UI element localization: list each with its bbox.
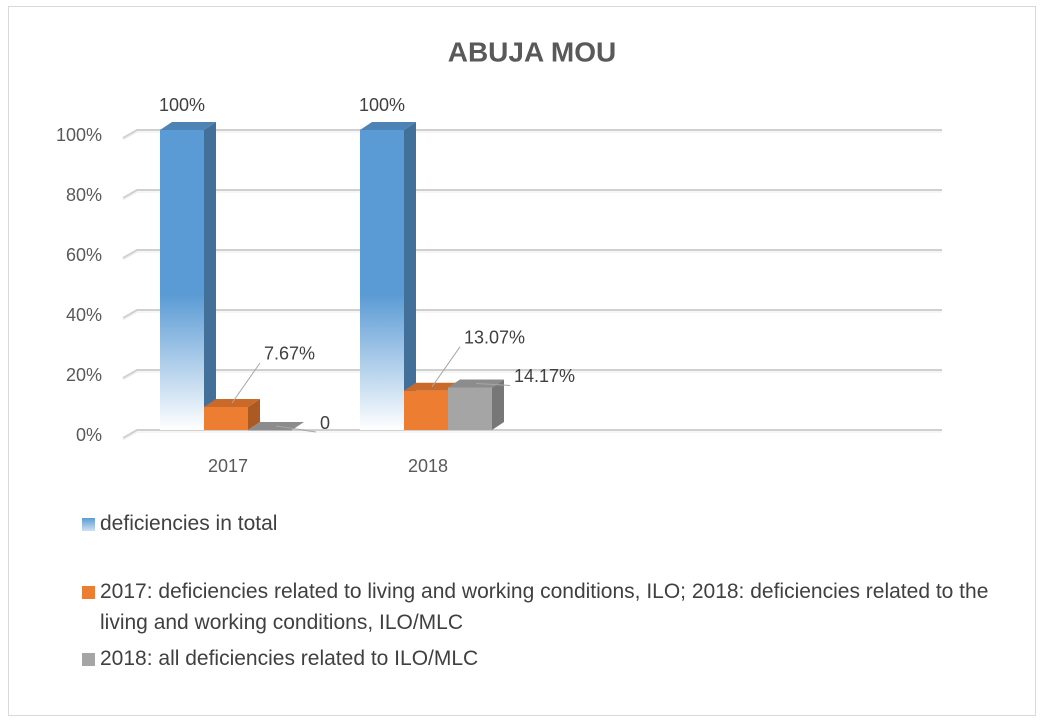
- leader-line: [475, 382, 511, 386]
- bar: [204, 398, 260, 430]
- data-label: 100%: [159, 95, 205, 115]
- legend-item: 2018: all deficiencies related to ILO/ML…: [82, 643, 1010, 674]
- bar-side: [492, 379, 504, 430]
- chart-title: ABUJA MOU: [448, 36, 617, 67]
- grid-line: [122, 129, 942, 141]
- grid-line-shape: [122, 189, 942, 199]
- data-label: 14.17%: [514, 366, 575, 386]
- grid-line-shadow: [122, 251, 942, 261]
- grid-line-shape: [122, 249, 942, 259]
- data-label: 0: [320, 413, 330, 433]
- grid-line-shadow: [122, 131, 942, 141]
- legend-item: 2017: deficiencies related to living and…: [82, 576, 1010, 638]
- bar: [160, 122, 216, 430]
- y-tick-label: 0%: [76, 425, 102, 445]
- grid-line: [122, 369, 942, 381]
- legend-item: deficiencies in total: [82, 508, 1010, 539]
- grid-line: [122, 309, 942, 321]
- data-label: 100%: [359, 95, 405, 115]
- grid-line-shape: [122, 309, 942, 319]
- legend-key: [82, 518, 95, 531]
- leader-line: [231, 362, 261, 404]
- bar-side: [204, 122, 216, 430]
- bar-top: [360, 122, 416, 130]
- chart-frame: [8, 6, 1036, 716]
- grid-line: [122, 249, 942, 261]
- data-label: 13.07%: [464, 328, 525, 348]
- grid-line-shadow: [122, 191, 942, 201]
- bar-top: [160, 122, 216, 130]
- grid-line-shape: [122, 429, 942, 439]
- bar-front: [248, 430, 292, 431]
- data-label: 7.67%: [264, 344, 315, 364]
- y-tick-label: 20%: [66, 365, 102, 385]
- bar: [360, 122, 416, 430]
- legend-label: 2017: deficiencies related to living and…: [100, 580, 989, 634]
- legend-label: 2018: all deficiencies related to ILO/ML…: [100, 647, 479, 670]
- grid-line-shape: [122, 129, 942, 139]
- leader-line: [431, 346, 461, 388]
- bar-front: [204, 406, 248, 430]
- y-tick-label: 80%: [66, 185, 102, 205]
- grid-line-shape: [122, 369, 942, 379]
- x-tick-label: 2018: [408, 456, 448, 476]
- grid-line-shadow: [122, 431, 942, 441]
- legend-key: [82, 586, 95, 599]
- y-tick-label: 60%: [66, 245, 102, 265]
- y-tick-label: 100%: [56, 125, 102, 145]
- grid-line-shadow: [122, 311, 942, 321]
- leader-line: [275, 425, 317, 433]
- bar-front: [448, 387, 492, 430]
- bar-front: [360, 130, 404, 430]
- legend-label: deficiencies in total: [100, 512, 278, 535]
- bar-side: [404, 122, 416, 430]
- grid-line-shadow: [122, 371, 942, 381]
- bar: [448, 379, 504, 430]
- x-tick-label: 2017: [208, 456, 248, 476]
- bar-front: [160, 130, 204, 430]
- y-tick-label: 40%: [66, 305, 102, 325]
- grid-line: [122, 189, 942, 201]
- legend-key: [82, 653, 95, 666]
- bar-side: [248, 398, 260, 430]
- bar-front: [404, 390, 448, 430]
- grid-line: [122, 429, 942, 441]
